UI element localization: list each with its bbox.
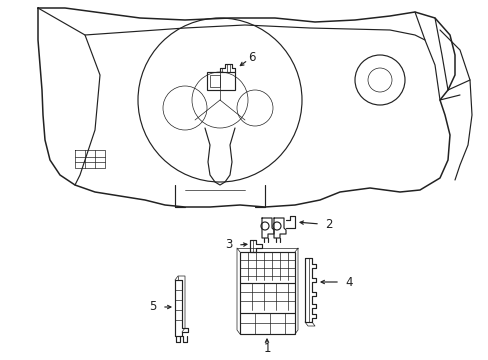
Text: 3: 3 [225,239,232,252]
Text: 2: 2 [325,217,332,230]
Bar [240,252,294,334]
Text: 1: 1 [263,342,270,356]
Text: 6: 6 [248,50,255,63]
Bar [209,75,220,87]
Bar [206,72,235,90]
Text: 5: 5 [149,301,157,314]
Text: 4: 4 [345,275,352,288]
